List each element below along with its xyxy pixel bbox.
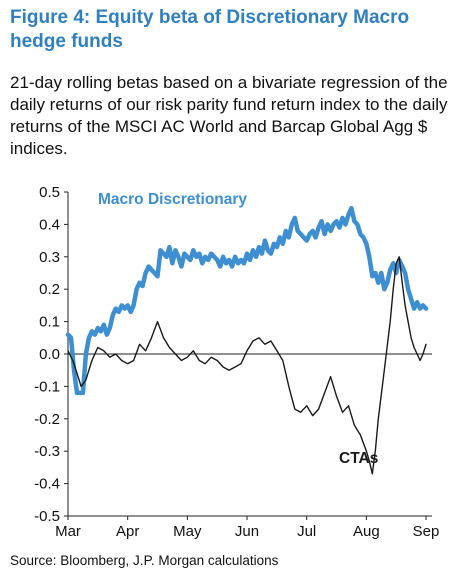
x-tick-label: Mar	[55, 523, 81, 540]
x-tick-label: Sep	[413, 523, 440, 540]
y-tick-label: -0.2	[34, 411, 60, 428]
y-tick-label: 0.2	[39, 281, 60, 298]
y-tick-label: -0.1	[34, 378, 60, 395]
x-tick-label: Apr	[116, 523, 139, 540]
y-tick-label: -0.4	[34, 476, 60, 493]
series-line-macro-discretionary	[65, 205, 429, 396]
y-tick-label: -0.3	[34, 443, 60, 460]
series-label-macro-discretionary: Macro Discretionary	[98, 191, 247, 208]
series-label-ctas: CTAs	[339, 450, 378, 467]
chart-title: Figure 4: Equity beta of Discretionary M…	[10, 7, 410, 52]
y-tick-label: 0.3	[39, 249, 60, 266]
chart-subtitle: 21-day rolling betas based on a bivariat…	[10, 73, 448, 158]
y-tick-label: 0.4	[39, 216, 60, 233]
y-tick-label: -0.5	[34, 508, 60, 525]
chart-series	[65, 205, 429, 475]
x-tick-label: Aug	[353, 523, 380, 540]
source-note: Source: Bloomberg, J.P. Morgan calculati…	[10, 553, 279, 568]
y-tick-label: 0.0	[39, 346, 60, 363]
chart-ticks: 0.50.40.30.20.10.0-0.1-0.2-0.3-0.4-0.5Ma…	[34, 184, 439, 540]
chart-axes	[67, 192, 432, 517]
x-tick-label: Jun	[235, 523, 259, 540]
y-tick-label: 0.5	[39, 184, 60, 201]
x-tick-label: May	[173, 523, 202, 540]
y-tick-label: 0.1	[39, 314, 60, 331]
x-tick-label: Jul	[297, 523, 316, 540]
series-line-ctas	[67, 256, 427, 475]
